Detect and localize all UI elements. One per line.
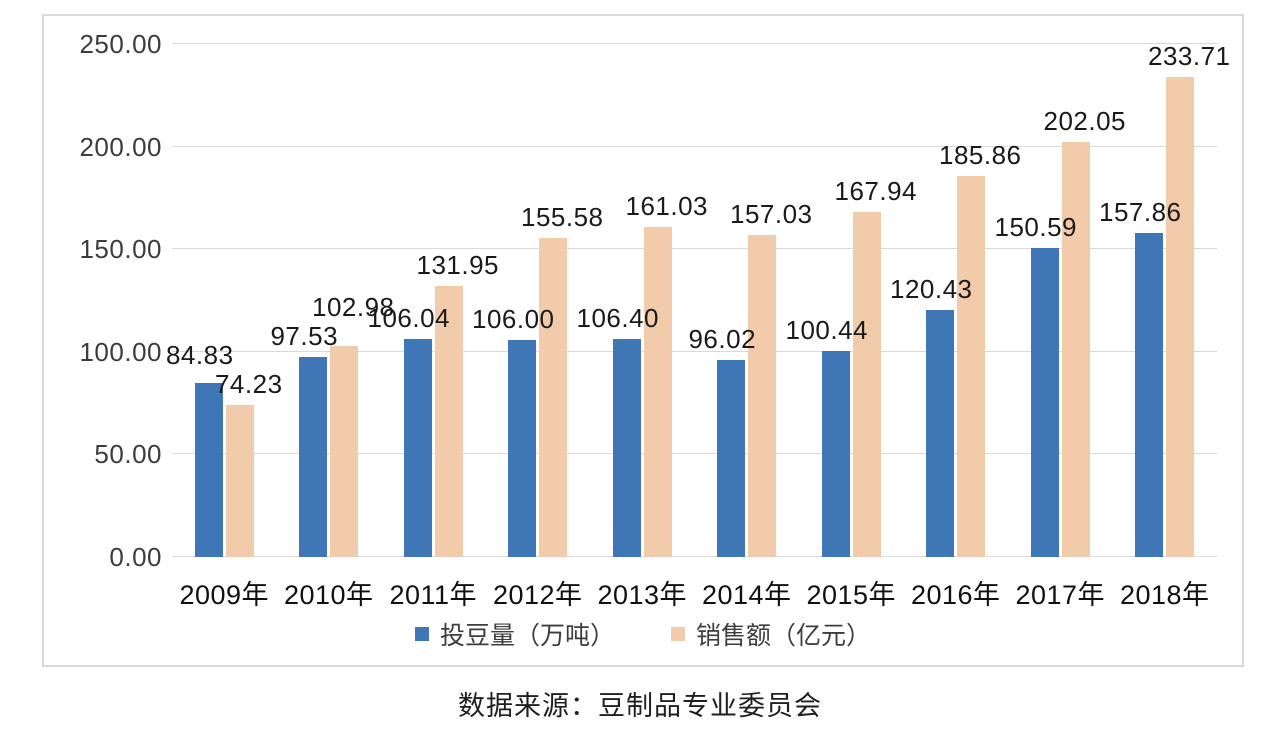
value-label-soybean-volume: 150.59 xyxy=(994,212,1078,242)
value-label-sales: 155.58 xyxy=(520,201,604,232)
bar-soybean-volume xyxy=(194,382,223,557)
legend-item-soybean-volume: 投豆量（万吨） xyxy=(414,616,615,652)
x-tick-label: 2013年 xyxy=(597,580,688,610)
bar-sales xyxy=(225,404,254,557)
y-tick-label: 0.00 xyxy=(109,542,162,572)
y-tick-label: 200.00 xyxy=(79,131,162,162)
value-label-soybean-volume: 120.43 xyxy=(889,273,973,304)
chart-frame: 84.83 74.23 97.53 102.98 106.04 131.95 106.00 1… xyxy=(42,14,1244,667)
gridline xyxy=(172,350,1217,352)
bar-sales xyxy=(1061,142,1090,557)
value-label-sales: 157.03 xyxy=(729,198,813,229)
value-label-sales: 131.95 xyxy=(416,250,500,281)
x-tick-label: 2015年 xyxy=(806,580,897,610)
bar-soybean-volume xyxy=(508,339,537,557)
legend-item-sales: 销售额（亿元） xyxy=(671,616,871,652)
value-label-sales: 233.71 xyxy=(1147,41,1231,72)
bar-soybean-volume xyxy=(1030,248,1059,557)
value-label-soybean-volume: 84.83 xyxy=(165,339,234,370)
y-tick-label: 250.00 xyxy=(79,29,162,59)
bar-sales xyxy=(434,286,463,557)
value-label-soybean-volume: 100.44 xyxy=(785,314,869,345)
bar-sales xyxy=(643,226,672,557)
legend-swatch-soybean-volume-icon xyxy=(414,627,429,641)
value-label-sales: 102.98 xyxy=(311,291,395,322)
gridline xyxy=(172,248,1217,250)
x-tick-label: 2017年 xyxy=(1015,580,1106,610)
data-source-caption: 数据来源：豆制品专业委员会 xyxy=(458,691,822,721)
value-label-sales: 74.23 xyxy=(214,368,283,399)
value-label-soybean-volume: 106.00 xyxy=(471,303,555,334)
gridline xyxy=(172,556,1217,557)
x-tick-label: 2018年 xyxy=(1119,580,1210,610)
bar-soybean-volume xyxy=(926,309,955,557)
bar-sales xyxy=(748,234,777,557)
bar-sales xyxy=(539,237,568,557)
gridline xyxy=(172,145,1217,147)
bar-soybean-volume xyxy=(403,339,432,557)
value-label-sales: 185.86 xyxy=(938,139,1022,170)
bar-soybean-volume xyxy=(821,350,850,557)
y-tick-label: 150.00 xyxy=(79,234,162,265)
bar-soybean-volume xyxy=(1135,233,1164,557)
x-tick-label: 2010年 xyxy=(283,580,374,610)
value-label-soybean-volume: 106.40 xyxy=(576,302,660,333)
legend-swatch-sales-icon xyxy=(671,627,685,641)
x-tick-label: 2014年 xyxy=(701,580,792,610)
gridline xyxy=(172,453,1217,455)
bar-sales xyxy=(852,212,881,557)
value-label-soybean-volume: 97.53 xyxy=(270,320,339,351)
legend-label-sales: 销售额（亿元） xyxy=(696,622,872,650)
bar-soybean-volume xyxy=(612,338,641,557)
bar-soybean-volume xyxy=(717,359,746,557)
x-tick-label: 2012年 xyxy=(492,580,583,610)
legend: 投豆量（万吨） 销售额（亿元） xyxy=(44,616,1242,652)
legend-label-soybean-volume: 投豆量（万吨） xyxy=(439,622,615,650)
value-label-sales: 167.94 xyxy=(834,176,918,207)
bar-sales xyxy=(330,345,359,557)
x-tick-label: 2011年 xyxy=(389,580,478,610)
bar-sales xyxy=(957,175,986,557)
y-tick-label: 100.00 xyxy=(79,336,162,367)
value-label-soybean-volume: 106.04 xyxy=(367,303,451,334)
value-label-soybean-volume: 96.02 xyxy=(688,323,757,354)
x-tick-label: 2009年 xyxy=(179,580,270,610)
plot-area: 84.83 74.23 97.53 102.98 106.04 131.95 106.00 1… xyxy=(166,43,1230,557)
value-label-sales: 161.03 xyxy=(625,190,709,221)
gridline xyxy=(172,43,1217,44)
value-label-soybean-volume: 157.86 xyxy=(1098,197,1182,228)
bar-soybean-volume xyxy=(299,356,328,557)
value-label-sales: 202.05 xyxy=(1043,106,1127,137)
x-tick-label: 2016年 xyxy=(910,580,1001,610)
y-tick-label: 50.00 xyxy=(94,439,162,470)
bar-sales xyxy=(1166,77,1195,557)
